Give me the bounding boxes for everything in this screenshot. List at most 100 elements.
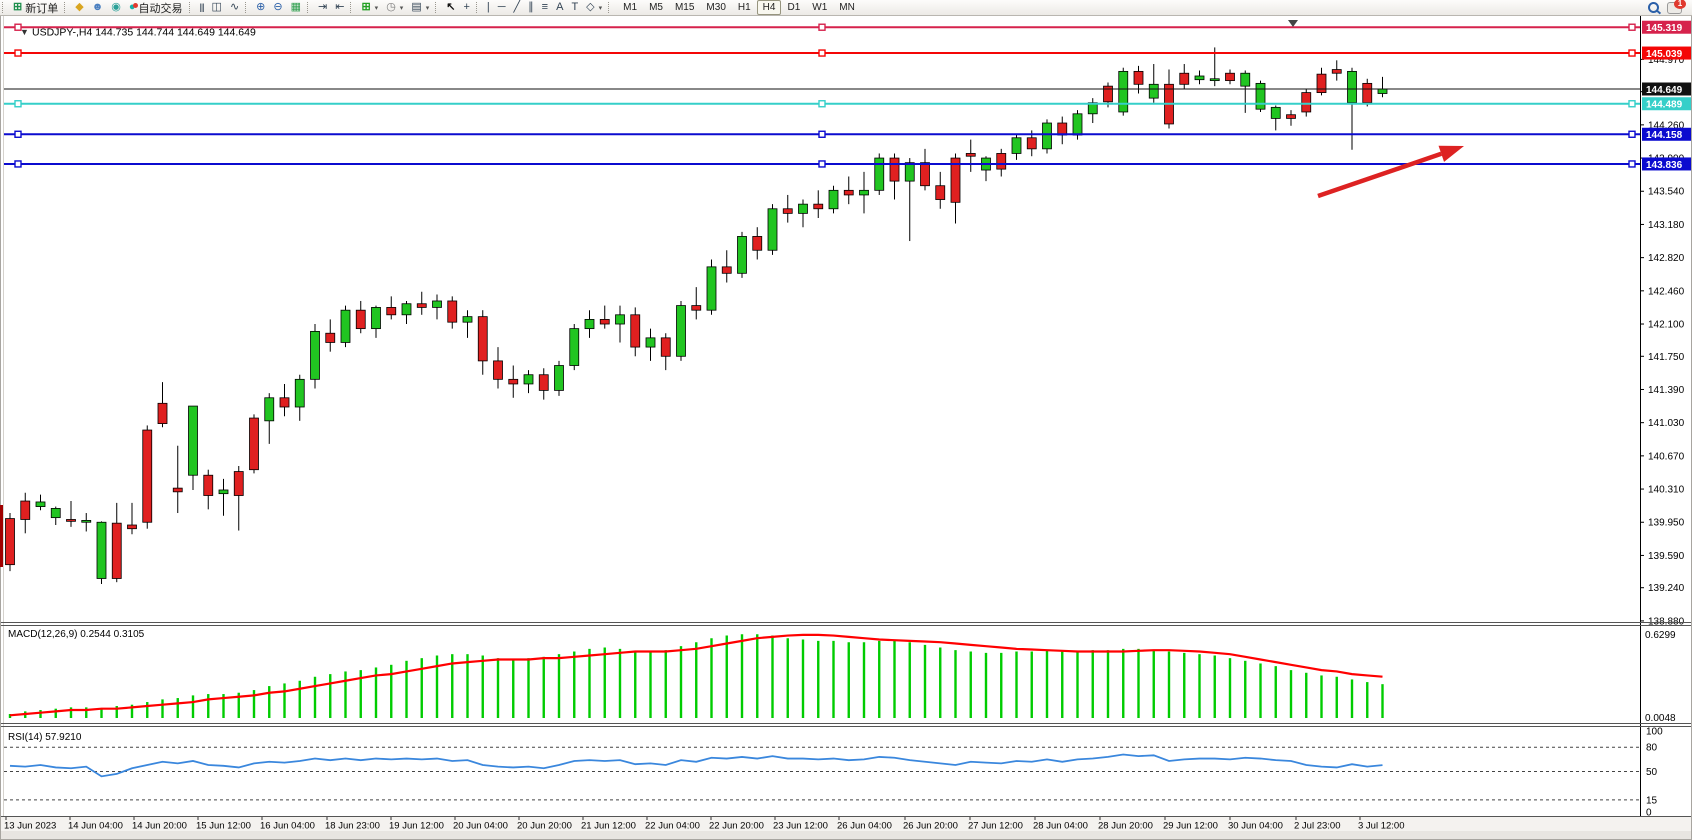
price-tick-label: 142.460 — [1648, 286, 1685, 297]
channel-icon: ∥ — [528, 1, 534, 13]
bar-chart-button[interactable]: ||| — [196, 0, 208, 15]
templates-button[interactable]: ▤ ▾ — [407, 0, 433, 15]
auto-scroll-button[interactable]: ⇥ — [314, 0, 331, 15]
candle-body-bear — [1103, 85, 1113, 103]
price-tag — [1642, 127, 1691, 141]
new-order-button[interactable]: ⊞ 新订单 — [9, 0, 62, 15]
hline-handle[interactable] — [818, 160, 826, 168]
rsi-scale-label: 80 — [1646, 743, 1658, 754]
hline-handle[interactable] — [1628, 23, 1636, 31]
toolbar-group-handle — [188, 2, 193, 13]
candle-body-bear — [1057, 122, 1068, 136]
hline-handle[interactable] — [1628, 100, 1636, 108]
time-axis-strip[interactable] — [1, 817, 1691, 831]
candlestick-chart-icon: ◫ — [211, 1, 222, 13]
candlestick-chart-button[interactable]: ◫ — [208, 0, 226, 15]
text-button[interactable]: A — [552, 0, 567, 15]
candle-body-bear — [447, 300, 458, 323]
price-tag-label: 144.489 — [1646, 100, 1683, 111]
timeframe-h1-button[interactable]: H1 — [737, 2, 751, 13]
time-tick-label: 30 Jun 04:00 — [1228, 821, 1283, 832]
price-tick-label: 143.180 — [1648, 220, 1685, 231]
hline-handle[interactable] — [818, 23, 826, 31]
fibonacci-button[interactable]: ≡ — [538, 0, 552, 15]
price-tick-label: 139.950 — [1648, 518, 1685, 529]
line-chart-button[interactable]: ∿ — [226, 0, 243, 15]
candle-body-bull — [859, 189, 869, 196]
crosshair-button[interactable]: + — [459, 0, 473, 15]
hline-handle[interactable] — [14, 160, 22, 168]
autotrade-button[interactable]: ● 自动交易 — [125, 0, 187, 15]
trend-arrow-line[interactable] — [1317, 151, 1443, 199]
hline-handle[interactable] — [14, 49, 22, 57]
timeframe-m30-button[interactable]: M30 — [706, 2, 726, 13]
hline-handle[interactable] — [14, 100, 22, 108]
hline-handle[interactable] — [818, 100, 826, 108]
timeframe-m15-button[interactable]: M15 — [674, 2, 695, 13]
zoom-out-button[interactable]: ⊖ — [269, 0, 286, 15]
vertical-line-button[interactable]: | — [483, 0, 494, 15]
periods-button[interactable]: ◷ ▾ — [382, 0, 407, 15]
timeframe-w1-button[interactable]: W1 — [812, 2, 828, 13]
shapes-icon: ◇ — [586, 1, 595, 13]
candle-body-bull — [1194, 75, 1205, 81]
time-tick-label: 22 Jun 20:00 — [709, 821, 764, 832]
hline-handle[interactable] — [1628, 160, 1636, 168]
chart-shift-marker-icon[interactable] — [1288, 20, 1298, 27]
timeframe-d1-button[interactable]: D1 — [787, 2, 801, 13]
candle-body-bear — [950, 157, 961, 203]
candle-body-bear — [1286, 114, 1296, 119]
indicators-button[interactable]: ⊞ ▾ — [357, 0, 382, 15]
zoom-in-button[interactable]: ⊕ — [252, 0, 269, 15]
candle-body-bear — [843, 189, 854, 196]
trendline-button[interactable]: ╱ — [510, 0, 525, 15]
hline-handle[interactable] — [1628, 49, 1636, 57]
price-tick-label: 143.540 — [1648, 187, 1685, 198]
new-order-icon: ⊞ — [13, 1, 23, 13]
time-tick-label: 13 Jun 2023 — [4, 821, 56, 832]
timeframe-h4-button[interactable]: H4 — [756, 0, 782, 15]
price-tag-label: 145.319 — [1646, 23, 1683, 34]
signals-icon: ◉ — [111, 1, 121, 13]
candle-body-bear — [233, 471, 244, 496]
signals-button[interactable]: ◉ — [107, 0, 125, 15]
chart-shift-icon: ⇤ — [335, 1, 345, 13]
shapes-button[interactable]: ◇ ▾ — [582, 0, 606, 15]
channel-button[interactable]: ∥ — [524, 0, 538, 15]
templates-icon: ▤ — [411, 1, 422, 13]
timeframe-m1-button[interactable]: M1 — [623, 2, 638, 13]
candle-body-bear — [721, 266, 732, 274]
trend-arrow-head[interactable] — [1438, 145, 1464, 162]
arrow-annotation[interactable] — [1317, 145, 1464, 199]
timeframe-m5-button[interactable]: M5 — [649, 2, 663, 13]
hline-handle[interactable] — [818, 130, 826, 138]
text-label-button[interactable]: T — [567, 0, 582, 15]
chart-shift-button[interactable]: ⇤ — [331, 0, 348, 15]
chat-button[interactable]: 1 — [1667, 0, 1686, 14]
timeframe-toolbar: M1 M5 M15 M30 H1 H4 D1 W1 MN — [617, 0, 861, 15]
cursor-button[interactable]: ↖ — [442, 0, 459, 15]
candle-body-bear — [249, 417, 259, 471]
time-tick-label: 22 Jun 04:00 — [645, 821, 700, 832]
horizontal-line-button[interactable]: ─ — [494, 0, 510, 15]
hline-handle[interactable] — [14, 23, 22, 31]
community-button[interactable]: ☻ — [88, 0, 108, 15]
hline-handle[interactable] — [14, 130, 22, 138]
horizontal-lines-layer[interactable] — [4, 23, 1640, 168]
candle-body-bear — [66, 519, 76, 522]
tile-windows-button[interactable]: ▦ — [287, 0, 305, 15]
deposit-button[interactable]: ◆ — [71, 0, 87, 15]
price-tick-label: 144.970 — [1648, 55, 1685, 66]
search-icon[interactable] — [1648, 2, 1659, 13]
candle-body-bull — [432, 300, 442, 308]
candle-body-bull — [569, 328, 580, 366]
chart-window-frame — [0, 15, 1692, 840]
timeframe-mn-button[interactable]: MN — [839, 2, 855, 13]
candle-body-bear — [416, 303, 427, 308]
hline-handle[interactable] — [818, 49, 826, 57]
rsi-line — [9, 753, 1383, 778]
hline-handle[interactable] — [1628, 130, 1636, 138]
candle-body-bear — [493, 360, 503, 380]
time-tick-label: 15 Jun 12:00 — [196, 821, 251, 832]
title-marker-icon[interactable]: ▼ — [20, 27, 29, 37]
